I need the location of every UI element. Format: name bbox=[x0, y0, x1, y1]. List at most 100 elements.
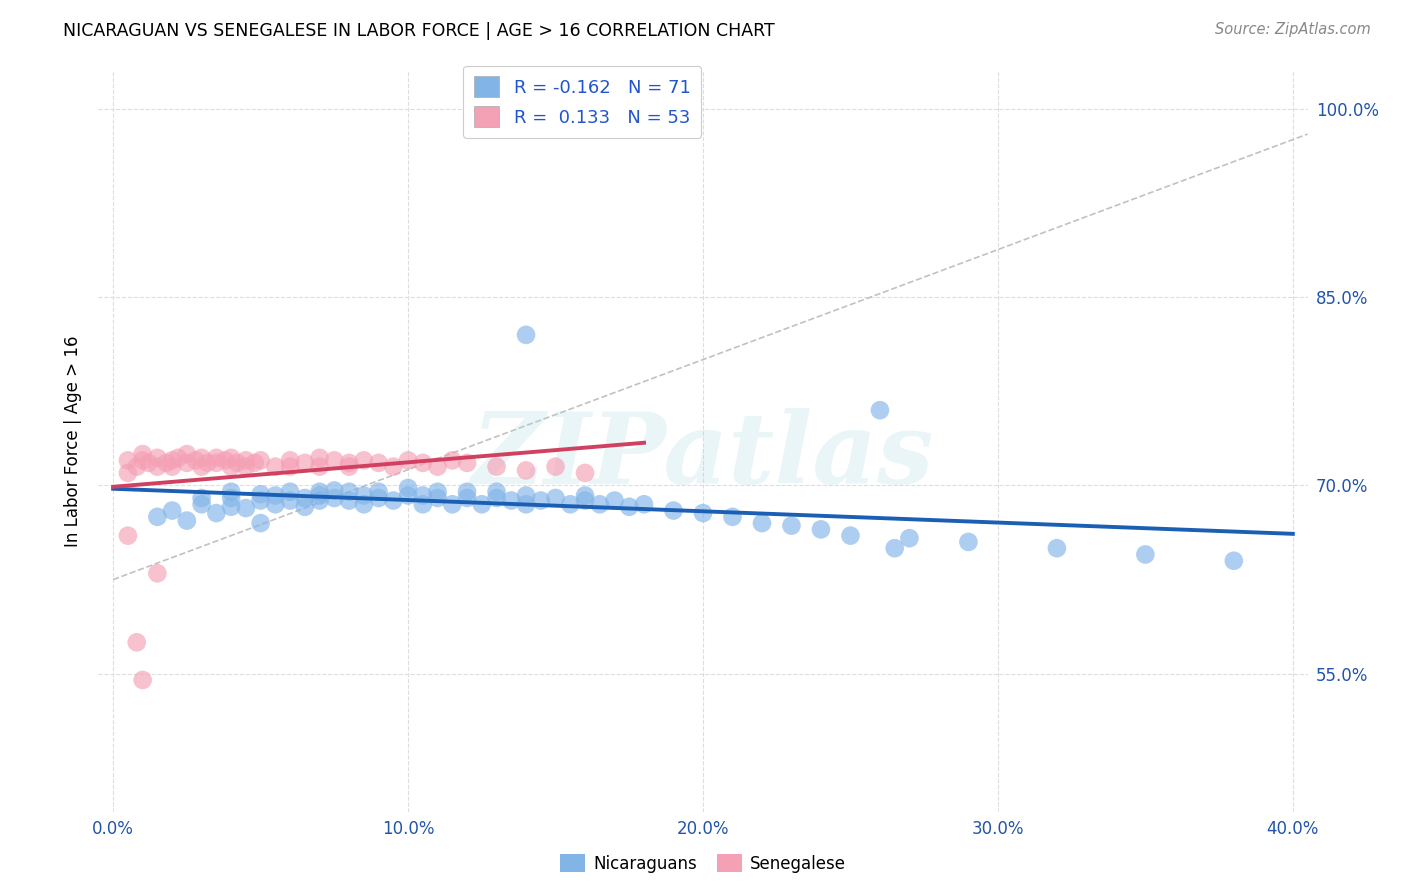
Nicaraguans bbox=[839, 529, 862, 543]
Senegalese bbox=[190, 459, 212, 474]
Senegalese bbox=[337, 456, 360, 470]
Nicaraguans bbox=[367, 491, 389, 505]
Nicaraguans bbox=[426, 484, 449, 499]
Nicaraguans bbox=[1046, 541, 1069, 556]
Nicaraguans bbox=[810, 522, 832, 536]
Nicaraguans bbox=[898, 531, 921, 545]
Nicaraguans bbox=[721, 509, 744, 524]
Y-axis label: In Labor Force | Age > 16: In Labor Force | Age > 16 bbox=[65, 335, 83, 548]
Nicaraguans bbox=[294, 491, 316, 505]
Senegalese bbox=[155, 456, 177, 470]
Senegalese bbox=[353, 453, 375, 467]
Nicaraguans bbox=[471, 497, 494, 511]
Senegalese bbox=[412, 456, 434, 470]
Nicaraguans bbox=[1223, 554, 1246, 568]
Senegalese bbox=[308, 450, 330, 465]
Nicaraguans bbox=[278, 484, 301, 499]
Nicaraguans bbox=[235, 501, 257, 516]
Nicaraguans bbox=[323, 483, 346, 498]
Senegalese bbox=[160, 459, 183, 474]
Nicaraguans bbox=[869, 403, 891, 417]
Nicaraguans bbox=[1135, 548, 1157, 562]
Nicaraguans bbox=[308, 488, 330, 502]
Nicaraguans bbox=[396, 481, 419, 495]
Senegalese bbox=[176, 456, 198, 470]
Nicaraguans bbox=[456, 484, 478, 499]
Text: Source: ZipAtlas.com: Source: ZipAtlas.com bbox=[1215, 22, 1371, 37]
Nicaraguans bbox=[662, 503, 685, 517]
Nicaraguans bbox=[515, 497, 537, 511]
Nicaraguans bbox=[176, 514, 198, 528]
Text: NICARAGUAN VS SENEGALESE IN LABOR FORCE | AGE > 16 CORRELATION CHART: NICARAGUAN VS SENEGALESE IN LABOR FORCE … bbox=[63, 22, 775, 40]
Nicaraguans bbox=[205, 506, 228, 520]
Senegalese bbox=[125, 635, 148, 649]
Nicaraguans bbox=[353, 488, 375, 502]
Senegalese bbox=[337, 459, 360, 474]
Senegalese bbox=[131, 673, 153, 687]
Nicaraguans bbox=[412, 488, 434, 502]
Senegalese bbox=[214, 453, 236, 467]
Senegalese bbox=[515, 463, 537, 477]
Senegalese bbox=[197, 456, 219, 470]
Senegalese bbox=[176, 447, 198, 461]
Nicaraguans bbox=[249, 493, 271, 508]
Senegalese bbox=[367, 456, 389, 470]
Senegalese bbox=[117, 529, 139, 543]
Senegalese bbox=[323, 453, 346, 467]
Senegalese bbox=[205, 450, 228, 465]
Senegalese bbox=[138, 456, 160, 470]
Nicaraguans bbox=[515, 488, 537, 502]
Nicaraguans bbox=[574, 488, 596, 502]
Senegalese bbox=[219, 459, 242, 474]
Nicaraguans bbox=[441, 497, 464, 511]
Nicaraguans bbox=[396, 488, 419, 502]
Nicaraguans bbox=[560, 497, 582, 511]
Senegalese bbox=[485, 459, 508, 474]
Legend: Nicaraguans, Senegalese: Nicaraguans, Senegalese bbox=[553, 847, 853, 880]
Nicaraguans bbox=[485, 484, 508, 499]
Senegalese bbox=[426, 459, 449, 474]
Nicaraguans bbox=[957, 535, 980, 549]
Nicaraguans bbox=[160, 503, 183, 517]
Nicaraguans bbox=[501, 493, 523, 508]
Nicaraguans bbox=[219, 500, 242, 514]
Senegalese bbox=[574, 466, 596, 480]
Nicaraguans bbox=[323, 491, 346, 505]
Nicaraguans bbox=[456, 491, 478, 505]
Senegalese bbox=[146, 459, 169, 474]
Nicaraguans bbox=[249, 516, 271, 530]
Senegalese bbox=[308, 459, 330, 474]
Senegalese bbox=[205, 456, 228, 470]
Nicaraguans bbox=[485, 491, 508, 505]
Senegalese bbox=[167, 450, 190, 465]
Nicaraguans bbox=[633, 497, 655, 511]
Nicaraguans bbox=[544, 491, 567, 505]
Nicaraguans bbox=[426, 491, 449, 505]
Nicaraguans bbox=[603, 493, 626, 508]
Senegalese bbox=[184, 453, 207, 467]
Senegalese bbox=[190, 450, 212, 465]
Nicaraguans bbox=[308, 493, 330, 508]
Nicaraguans bbox=[190, 491, 212, 505]
Senegalese bbox=[382, 459, 405, 474]
Senegalese bbox=[264, 459, 287, 474]
Nicaraguans bbox=[190, 497, 212, 511]
Nicaraguans bbox=[589, 497, 612, 511]
Nicaraguans bbox=[515, 327, 537, 342]
Nicaraguans bbox=[294, 500, 316, 514]
Nicaraguans bbox=[219, 491, 242, 505]
Text: ZIPatlas: ZIPatlas bbox=[472, 409, 934, 505]
Nicaraguans bbox=[692, 506, 714, 520]
Nicaraguans bbox=[751, 516, 773, 530]
Senegalese bbox=[396, 453, 419, 467]
Senegalese bbox=[294, 456, 316, 470]
Senegalese bbox=[117, 453, 139, 467]
Nicaraguans bbox=[146, 509, 169, 524]
Senegalese bbox=[441, 453, 464, 467]
Senegalese bbox=[278, 459, 301, 474]
Senegalese bbox=[249, 453, 271, 467]
Nicaraguans bbox=[264, 488, 287, 502]
Nicaraguans bbox=[619, 500, 641, 514]
Nicaraguans bbox=[264, 497, 287, 511]
Nicaraguans bbox=[308, 484, 330, 499]
